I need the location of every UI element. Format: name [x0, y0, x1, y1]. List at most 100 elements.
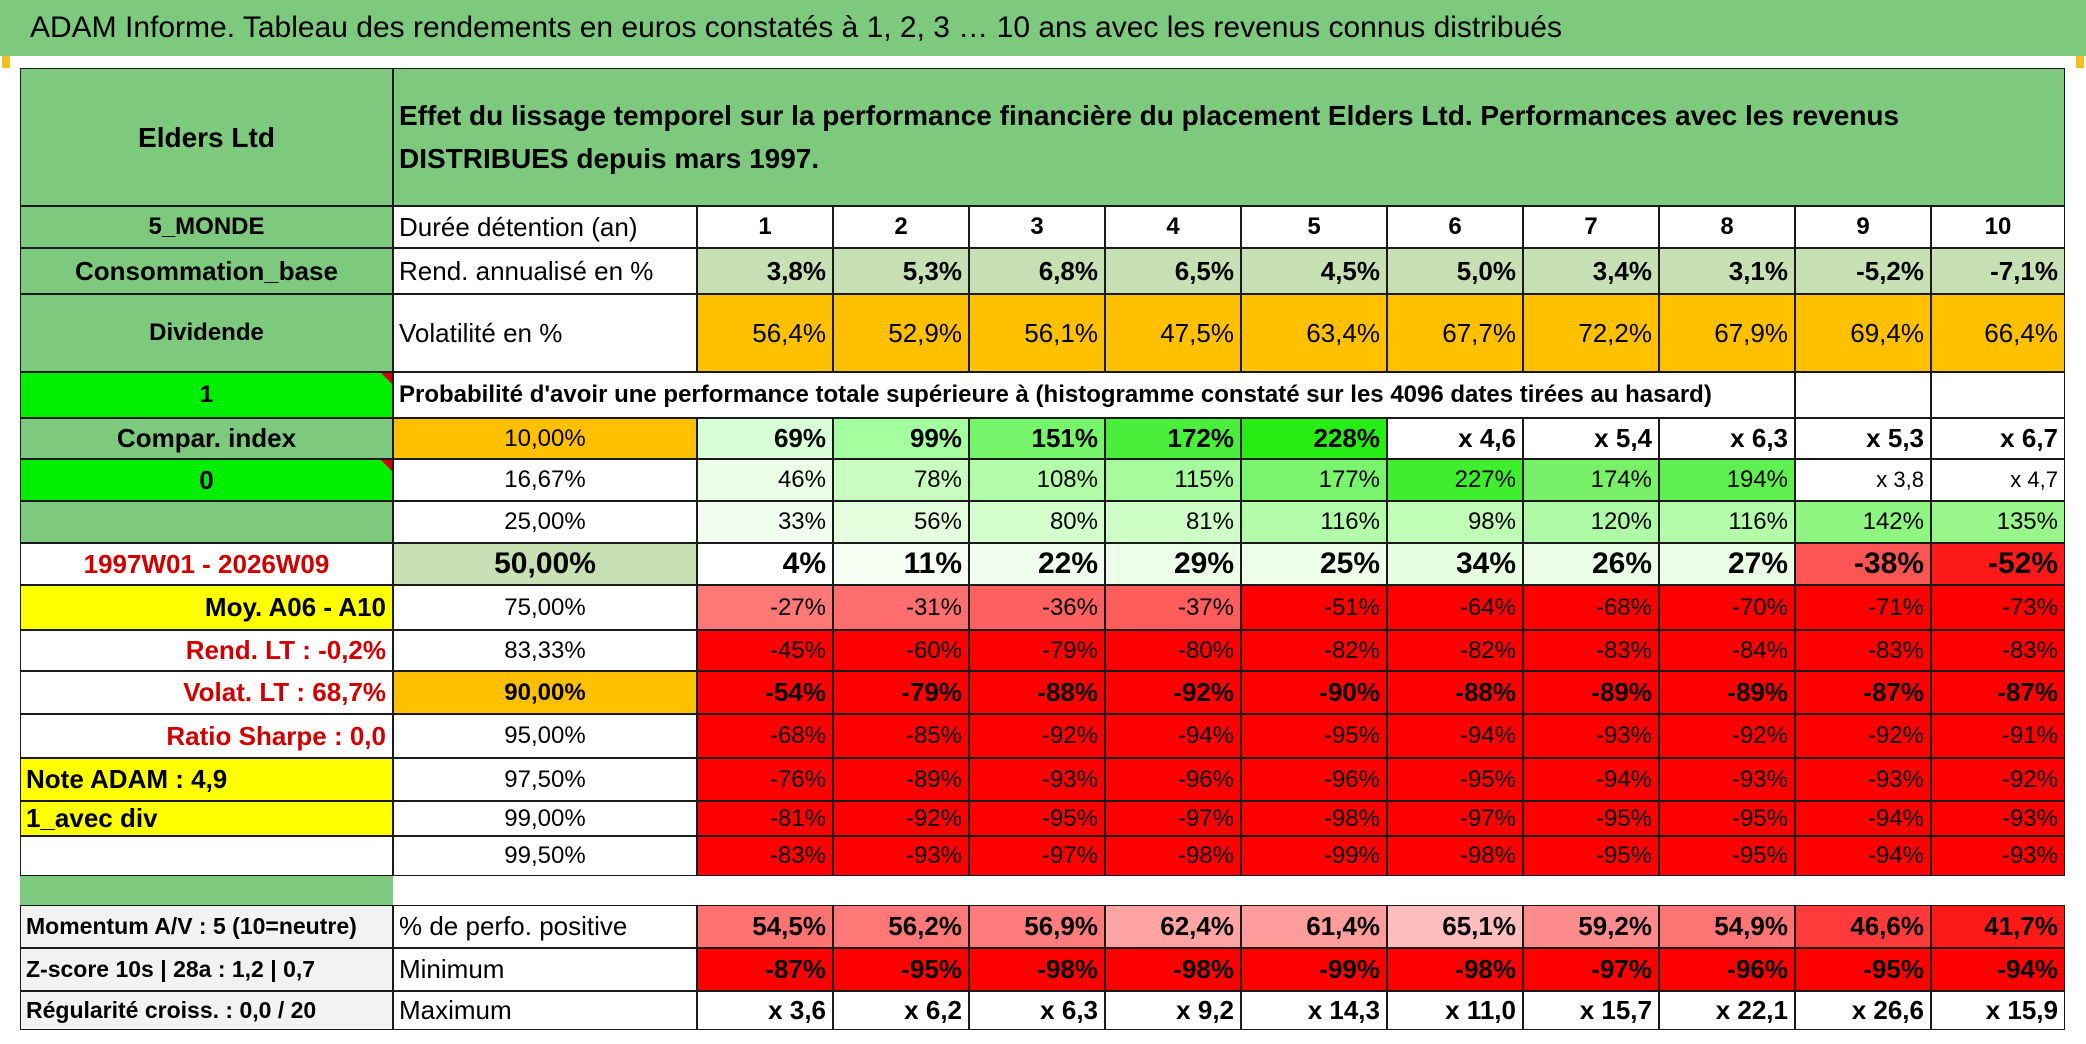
prob-value: -93% [833, 836, 969, 876]
prob-value: 11% [833, 543, 969, 585]
volat-lt-label: Volat. LT : 68,7% [20, 671, 393, 714]
prob-value: -97% [1105, 801, 1241, 836]
prob-value: -91% [1931, 714, 2065, 758]
prob-value: 22% [969, 543, 1105, 585]
prob-value: -93% [1659, 758, 1795, 801]
min-value: -98% [969, 948, 1105, 991]
prob-value: -85% [833, 714, 969, 758]
rend-value: 5,3% [833, 248, 969, 294]
prob-value: -95% [1523, 801, 1659, 836]
prob-value: x 4,7 [1931, 459, 2065, 501]
flag-0: 0 [20, 459, 393, 501]
prob-value: -92% [969, 714, 1105, 758]
min-value: -98% [1105, 948, 1241, 991]
prob-value: -92% [1105, 671, 1241, 714]
prob-value: x 3,8 [1795, 459, 1931, 501]
year-header: 2 [833, 206, 969, 248]
prob-value: -96% [1241, 758, 1387, 801]
rend-value: -5,2% [1795, 248, 1931, 294]
probability-level: 16,67% [393, 459, 697, 501]
prob-value: -99% [1241, 836, 1387, 876]
corner-marker [2076, 56, 2084, 68]
prob-value: -81% [697, 801, 833, 836]
prob-value: 135% [1931, 501, 2065, 543]
prob-value: 46% [697, 459, 833, 501]
empty-cell [1931, 372, 2065, 418]
year-header: 9 [1795, 206, 1931, 248]
positive-value: 41,7% [1931, 905, 2065, 948]
max-value: x 26,6 [1795, 991, 1931, 1030]
prob-value: -94% [1105, 714, 1241, 758]
max-value: x 11,0 [1387, 991, 1523, 1030]
min-value: -97% [1523, 948, 1659, 991]
prob-value: -93% [1931, 836, 2065, 876]
prob-value: -98% [1241, 801, 1387, 836]
prob-value: x 6,7 [1931, 418, 2065, 459]
prob-value: -92% [1795, 714, 1931, 758]
type-label: Dividende [20, 294, 393, 372]
probability-level: 75,00% [393, 585, 697, 630]
prob-value: -38% [1795, 543, 1931, 585]
min-value: -98% [1387, 948, 1523, 991]
prob-value: -93% [1795, 758, 1931, 801]
row-label-vol: Volatilité en % [393, 294, 697, 372]
min-value: -87% [697, 948, 833, 991]
min-value: -95% [1795, 948, 1931, 991]
prob-value: -73% [1931, 585, 2065, 630]
empty-cell [1795, 372, 1931, 418]
prob-value: -64% [1387, 585, 1523, 630]
vol-value: 56,1% [969, 294, 1105, 372]
prob-value: 116% [1241, 501, 1387, 543]
rend-value: -7,1% [1931, 248, 2065, 294]
prob-value: 56% [833, 501, 969, 543]
prob-value: 78% [833, 459, 969, 501]
positive-value: 59,2% [1523, 905, 1659, 948]
prob-value: 172% [1105, 418, 1241, 459]
zone-label: 5_MONDE [20, 206, 393, 248]
prob-value: 99% [833, 418, 969, 459]
prob-value: 194% [1659, 459, 1795, 501]
prob-value: -60% [833, 630, 969, 671]
prob-value: 81% [1105, 501, 1241, 543]
prob-value: -95% [1387, 758, 1523, 801]
prob-value: -89% [1523, 671, 1659, 714]
prob-value: -93% [1523, 714, 1659, 758]
moy-label: Moy. A06 - A10 [20, 585, 393, 630]
prob-value: 25% [1241, 543, 1387, 585]
prob-value: -94% [1387, 714, 1523, 758]
prob-value: -80% [1105, 630, 1241, 671]
row-label-max: Maximum [393, 991, 697, 1030]
vol-value: 72,2% [1523, 294, 1659, 372]
prob-value: -95% [1659, 801, 1795, 836]
prob-value: -31% [833, 585, 969, 630]
fund-description: Effet du lissage temporel sur la perform… [393, 68, 2065, 206]
prob-value: -79% [969, 630, 1105, 671]
prob-value: -87% [1795, 671, 1931, 714]
prob-value: -71% [1795, 585, 1931, 630]
min-value: -99% [1241, 948, 1387, 991]
prob-value: x 4,6 [1387, 418, 1523, 459]
year-header: 5 [1241, 206, 1387, 248]
positive-value: 65,1% [1387, 905, 1523, 948]
year-header: 1 [697, 206, 833, 248]
prob-value: -83% [1795, 630, 1931, 671]
vol-value: 56,4% [697, 294, 833, 372]
compar-index-label: Compar. index [20, 418, 393, 459]
prob-value: -83% [1931, 630, 2065, 671]
prob-value: -94% [1795, 801, 1931, 836]
year-header: 10 [1931, 206, 2065, 248]
prob-value: -88% [969, 671, 1105, 714]
prob-value: -96% [1105, 758, 1241, 801]
probability-level: 90,00% [393, 671, 697, 714]
prob-value: 227% [1387, 459, 1523, 501]
prob-value: 33% [697, 501, 833, 543]
prob-value: 29% [1105, 543, 1241, 585]
prob-value: -83% [1523, 630, 1659, 671]
prob-value: -51% [1241, 585, 1387, 630]
sharpe-label: Ratio Sharpe : 0,0 [20, 714, 393, 758]
probability-level: 99,50% [393, 836, 697, 876]
prob-value: 69% [697, 418, 833, 459]
report-title: ADAM Informe. Tableau des rendements en … [0, 0, 2086, 56]
fund-name: Elders Ltd [20, 68, 393, 206]
prob-value: 80% [969, 501, 1105, 543]
